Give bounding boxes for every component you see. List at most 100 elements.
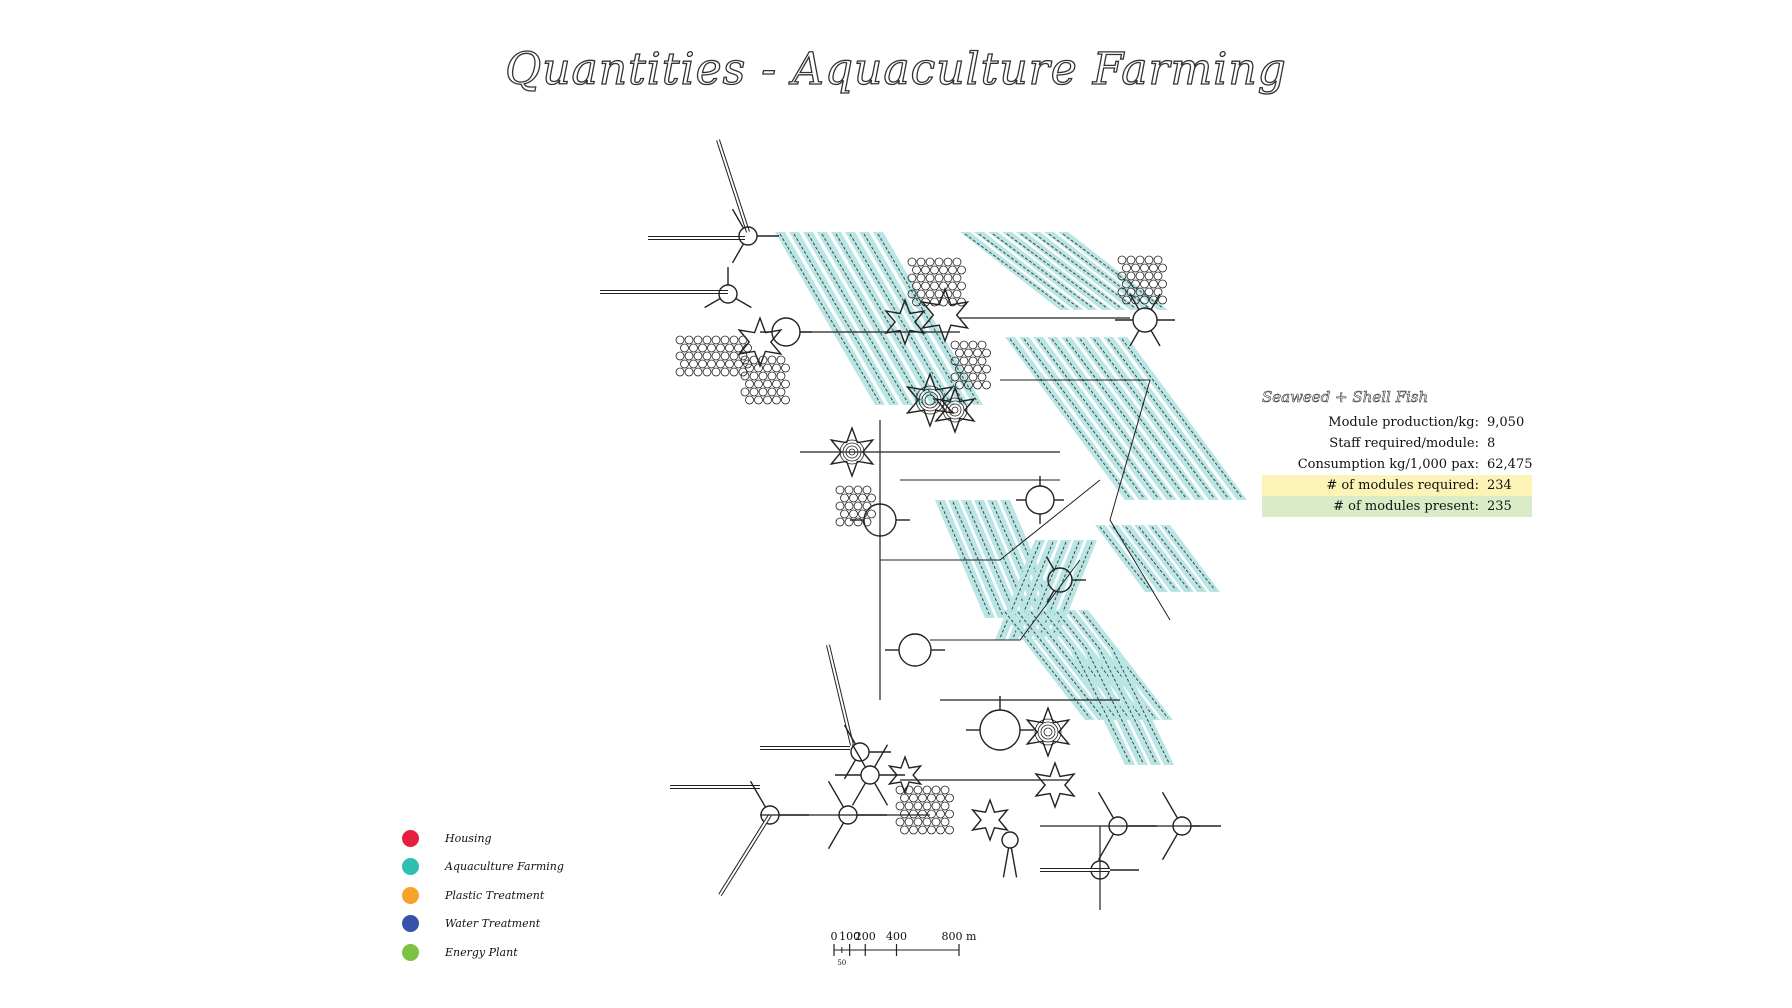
energy-spiral [1034, 718, 1062, 746]
hub-arm [735, 297, 752, 309]
housing-cell [729, 367, 739, 377]
farm-line [1051, 338, 1173, 499]
housing-cell [776, 387, 786, 397]
housing-cell [743, 343, 752, 353]
info-value: 8 [1487, 436, 1496, 451]
housing-cell [1140, 263, 1149, 273]
housing-cell [853, 501, 863, 511]
housing-cell [916, 289, 926, 299]
housing-cell [977, 372, 987, 382]
housing-cell [936, 825, 945, 835]
housing-cell [952, 289, 962, 299]
info-label: Staff required/module: [1329, 436, 1479, 451]
housing-cell [849, 493, 858, 503]
housing-cell [973, 364, 982, 374]
farm-line [1020, 233, 1122, 309]
housing-cell [720, 367, 730, 377]
housing-cell [749, 355, 759, 365]
housing-cell [1149, 279, 1158, 289]
housing-cell [767, 371, 777, 381]
hub-arm [851, 782, 867, 806]
housing-cell [684, 335, 694, 345]
housing-cluster [950, 340, 991, 390]
housing-cell [1122, 295, 1131, 305]
hub-arm [851, 744, 867, 768]
housing-cell [835, 501, 845, 511]
farm-block [775, 232, 983, 405]
info-row-consumption: Consumption kg/1,000 pax: 62,475 [1262, 454, 1533, 475]
housing-cell [693, 351, 703, 361]
housing-cell [1144, 287, 1154, 297]
housing-cell [849, 509, 858, 519]
housing-cell [909, 825, 918, 835]
housing-cell [844, 517, 854, 527]
housing-cell [950, 340, 960, 350]
scale-label: 400 [886, 930, 907, 943]
housing-cluster [907, 257, 966, 307]
farm-block [1095, 525, 1220, 592]
housing-cell [781, 379, 790, 389]
housing-cell [1144, 255, 1154, 265]
hub-arm [873, 744, 889, 768]
housing-cell [1153, 255, 1163, 265]
housing-cell [844, 485, 854, 495]
housing-cell [900, 793, 909, 803]
housing-cell [925, 257, 935, 267]
hub-arm [1150, 330, 1161, 347]
hub-node [835, 744, 905, 806]
housing-cell [867, 509, 876, 519]
housing-cell [930, 297, 939, 307]
housing-cell [982, 364, 991, 374]
spiral-ring [951, 406, 959, 414]
housing-cell [862, 501, 872, 511]
housing-cell [1144, 271, 1154, 281]
housing-cell [936, 793, 945, 803]
housing-cell [909, 793, 918, 803]
housing-cell [754, 363, 763, 373]
housing-cell [698, 359, 707, 369]
farm-line [835, 233, 937, 404]
housing-cell [952, 273, 962, 283]
housing-cell [973, 348, 982, 358]
housing-cell [968, 372, 978, 382]
housing-cell [781, 363, 790, 373]
housing-cell [931, 817, 941, 827]
farm-strip [1005, 337, 1135, 500]
spiral-ring [924, 394, 936, 406]
hub-arm [1097, 791, 1115, 819]
housing-cell [1149, 263, 1158, 273]
housing-cell [689, 359, 698, 369]
info-label: # of modules present: [1333, 499, 1479, 514]
hub-arm [873, 782, 889, 806]
connector-road [880, 479, 1101, 561]
housing-cell [772, 379, 781, 389]
housing-cell [927, 793, 936, 803]
spiral-ring [948, 403, 962, 417]
housing-cell [977, 340, 987, 350]
farm-line [939, 501, 991, 617]
farm-line [1113, 651, 1170, 764]
housing-cell [922, 801, 932, 811]
housing-cell [955, 348, 964, 358]
star-shape [887, 754, 923, 796]
farm-line [1017, 611, 1104, 719]
housing-cell [959, 356, 969, 366]
spiral-ring [1040, 724, 1056, 740]
farm-line [1065, 338, 1187, 499]
star-hub [1034, 760, 1076, 810]
housing-cell [968, 340, 978, 350]
farm-strip [1061, 337, 1191, 500]
farm-line [863, 233, 965, 404]
housing-cell [867, 493, 876, 503]
farm-line [1074, 651, 1131, 764]
legend-label: Housing [445, 831, 492, 845]
housing-cell [738, 335, 748, 345]
housing-cell [1131, 279, 1140, 289]
farm-strip [873, 232, 983, 405]
star-shape [920, 286, 970, 344]
star-hub [887, 754, 923, 796]
housing-cell [749, 387, 759, 397]
legend-dot-icon [402, 829, 419, 847]
aquaculture-farm-strips [775, 232, 1247, 765]
energy-spiral [942, 397, 968, 423]
